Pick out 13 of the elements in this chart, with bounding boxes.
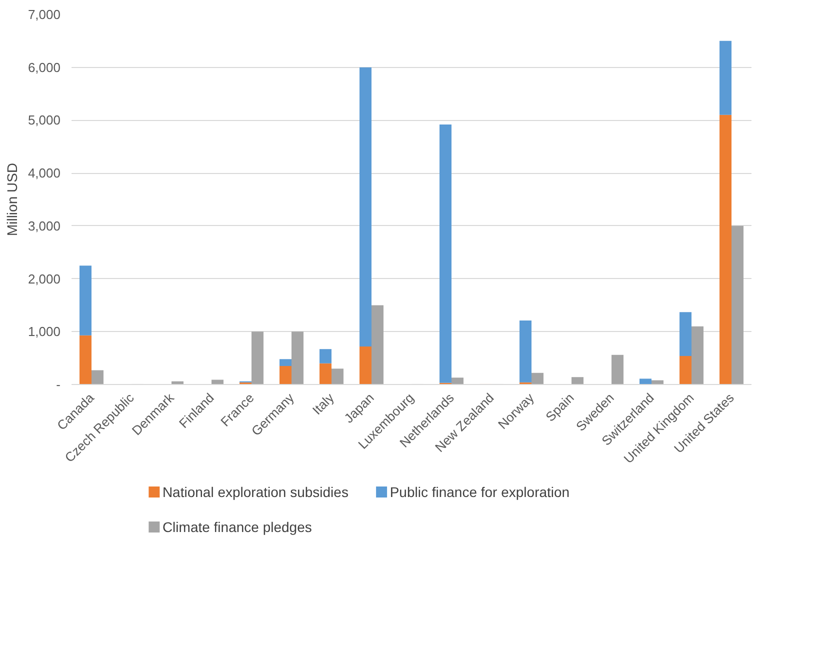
y-tick-label: 6,000: [28, 60, 61, 75]
legend-label: National exploration subsidies: [162, 484, 348, 500]
x-tick-label: Italy: [309, 390, 338, 418]
y-tick-label: 3,000: [28, 218, 61, 234]
y-tick-label: 1,000: [28, 324, 61, 340]
y-axis-title: Million USD: [4, 162, 20, 236]
y-tick-label: 5,000: [28, 112, 61, 128]
y-tick-label: -: [56, 377, 61, 392]
y-tick-label: 4,000: [28, 166, 61, 181]
legend-label: Climate finance pledges: [162, 519, 312, 535]
y-tick-label: 2,000: [28, 271, 61, 286]
y-tick-label: 7,000: [28, 7, 61, 22]
legend-label: Public finance for exploration: [390, 484, 570, 500]
